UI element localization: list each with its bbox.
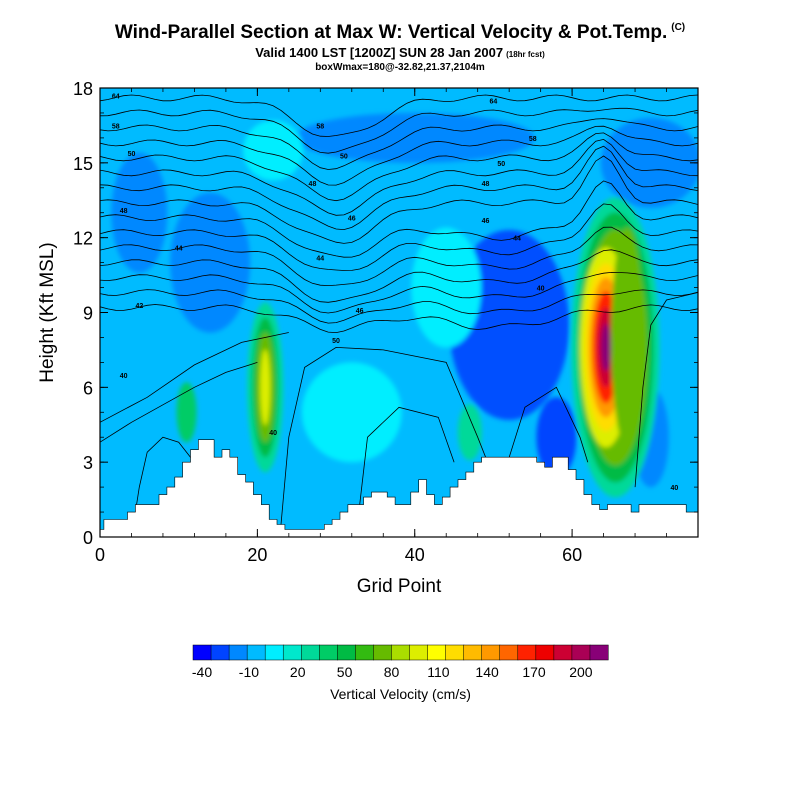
theta-contour-label: 44: [513, 236, 521, 243]
theta-contour-label: 40: [120, 373, 128, 380]
y-axis-label: Height (Kft MSL): [37, 242, 58, 382]
y-tick-label: 15: [73, 154, 93, 174]
colorbar-tick-label: 200: [569, 664, 593, 680]
colorbar-swatch: [211, 645, 229, 660]
colorbar-swatch: [337, 645, 355, 660]
colorbar-tick-label: 110: [427, 664, 450, 680]
x-axis-label: Grid Point: [357, 576, 442, 597]
theta-contour-label: 50: [332, 338, 340, 345]
colorbar-swatch: [301, 645, 319, 660]
colorbar-swatch: [410, 645, 428, 660]
theta-contour-label: 50: [340, 153, 348, 160]
colorbar-swatch: [482, 645, 500, 660]
theta-contour-label: 50: [128, 151, 136, 158]
x-tick-label: 0: [95, 545, 105, 565]
theta-contour-label: 48: [309, 181, 317, 188]
theta-contour-label: 50: [497, 161, 505, 168]
colorbar-swatch: [229, 645, 247, 660]
colorbar-swatch: [572, 645, 590, 660]
theta-contour-label: 64: [112, 93, 120, 100]
x-tick-label: 40: [405, 545, 425, 565]
colorbar-swatch: [518, 645, 536, 660]
updraft-area: [243, 120, 303, 180]
updraft-small: [458, 404, 482, 460]
colorbar-swatch: [446, 645, 464, 660]
theta-contour-label: 42: [135, 303, 143, 310]
theta-contour-label: 58: [112, 123, 120, 130]
colorbar-swatch: [391, 645, 409, 660]
y-tick-label: 3: [83, 453, 93, 473]
y-tick-label: 0: [83, 528, 93, 548]
theta-contour-label: 46: [356, 308, 364, 315]
colorbar-swatch: [428, 645, 446, 660]
colorbar-tick-label: 170: [522, 664, 546, 680]
colorbar-swatch: [500, 645, 518, 660]
theta-contour-label: 40: [537, 286, 545, 293]
colorbar-tick-label: 20: [290, 664, 306, 680]
colorbar-tick-label: 140: [475, 664, 499, 680]
theta-contour-label: 58: [316, 123, 324, 130]
y-tick-label: 12: [73, 229, 93, 249]
theta-contour-label: 48: [120, 208, 128, 215]
colorbar-swatch: [464, 645, 482, 660]
colorbar: -40 -10 20 50 80 110 140 170 200: [192, 645, 608, 680]
y-tick-label: 18: [73, 79, 93, 99]
theta-contour-label: 40: [269, 430, 277, 437]
colorbar-tick-label: -40: [192, 664, 212, 680]
x-tick-label: 60: [562, 545, 582, 565]
plot-area: 64 64 58 58 58 50 50 50 48 48 48 46 46 44 44 44 42 40 46 50…: [100, 88, 701, 537]
colorbar-swatch: [193, 645, 211, 660]
updraft-area: [302, 362, 402, 462]
y-tick-label: 9: [83, 304, 93, 324]
colorbar-swatch: [373, 645, 391, 660]
x-tick-label: 20: [247, 545, 267, 565]
theta-contour-label: 46: [482, 218, 490, 225]
colorbar-label: Vertical Velocity (cm/s): [330, 686, 471, 702]
colorbar-swatch: [554, 645, 572, 660]
colorbar-tick-label: 80: [384, 664, 400, 680]
colorbar-swatch: [319, 645, 337, 660]
updraft-core: [601, 323, 611, 371]
theta-contour-label: 44: [316, 256, 324, 263]
theta-contour-label: 46: [348, 216, 356, 223]
theta-contour-label: 64: [490, 98, 498, 105]
colorbar-swatch: [590, 645, 608, 660]
colorbar-swatch: [536, 645, 554, 660]
theta-contour-label: 58: [529, 136, 537, 143]
colorbar-tick-label: 50: [337, 664, 353, 680]
colorbar-swatch: [265, 645, 283, 660]
downdraft-area: [295, 113, 535, 163]
colorbar-swatch: [247, 645, 265, 660]
downdraft-area: [170, 193, 250, 333]
updraft-core: [611, 227, 643, 447]
updraft-area: [411, 228, 481, 348]
theta-contour-label: 44: [175, 246, 183, 253]
updraft-secondary: [260, 349, 270, 425]
colorbar-swatch: [283, 645, 301, 660]
chart-svg: 64 64 58 58 58 50 50 50 48 48 48 46 46 44 44 44 42 40 46 50…: [0, 0, 800, 800]
colorbar-tick-label: -10: [239, 664, 259, 680]
y-tick-label: 6: [83, 378, 93, 398]
theta-contour-label: 40: [670, 485, 678, 492]
colorbar-swatch: [355, 645, 373, 660]
theta-contour-label: 48: [482, 181, 490, 188]
